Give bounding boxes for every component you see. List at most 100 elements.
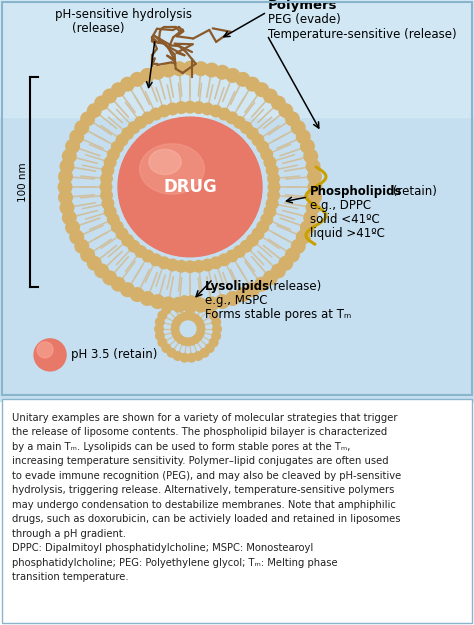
Circle shape <box>107 148 120 161</box>
Circle shape <box>111 277 126 292</box>
Circle shape <box>121 234 134 247</box>
Circle shape <box>62 149 77 164</box>
Circle shape <box>104 205 117 218</box>
Text: phosphatidylcholine; PEG: Polyethylene glycol; Tₘ: Melting phase: phosphatidylcholine; PEG: Polyethylene g… <box>12 558 337 568</box>
Ellipse shape <box>140 144 204 194</box>
Circle shape <box>94 263 109 278</box>
Circle shape <box>58 169 73 184</box>
Circle shape <box>291 239 306 254</box>
Circle shape <box>303 149 318 164</box>
Circle shape <box>191 314 200 323</box>
Circle shape <box>191 335 200 344</box>
Circle shape <box>193 351 203 361</box>
Circle shape <box>205 304 215 314</box>
Circle shape <box>161 304 171 314</box>
Circle shape <box>205 343 215 353</box>
Text: (retain): (retain) <box>389 186 437 199</box>
Circle shape <box>296 229 311 244</box>
Circle shape <box>62 210 77 225</box>
Circle shape <box>235 287 250 302</box>
Circle shape <box>212 324 222 334</box>
Circle shape <box>303 210 318 225</box>
Circle shape <box>116 228 128 241</box>
Circle shape <box>264 205 276 218</box>
Circle shape <box>215 65 230 80</box>
Circle shape <box>225 291 240 306</box>
Circle shape <box>194 317 203 326</box>
Circle shape <box>183 260 197 273</box>
Circle shape <box>121 127 134 140</box>
Circle shape <box>150 65 165 80</box>
Circle shape <box>69 129 84 144</box>
Circle shape <box>74 120 89 135</box>
Circle shape <box>102 271 117 286</box>
Text: through a pH gradient.: through a pH gradient. <box>12 529 126 539</box>
Text: increasing temperature sensitivity. Polymer–lipid conjugates are often used: increasing temperature sensitivity. Poly… <box>12 456 389 466</box>
Circle shape <box>180 312 189 321</box>
Text: Polymers: Polymers <box>268 0 337 12</box>
Circle shape <box>218 253 231 266</box>
Circle shape <box>134 245 147 258</box>
Circle shape <box>171 328 180 338</box>
Circle shape <box>107 213 120 226</box>
Circle shape <box>171 321 180 329</box>
Circle shape <box>173 317 182 326</box>
Circle shape <box>59 159 74 174</box>
Circle shape <box>87 256 102 271</box>
Circle shape <box>267 181 281 194</box>
Circle shape <box>201 259 214 271</box>
Text: Phospholipids: Phospholipids <box>310 186 402 199</box>
Circle shape <box>69 229 84 244</box>
Circle shape <box>120 282 135 298</box>
Text: pH-sensitive hydrolysis: pH-sensitive hydrolysis <box>55 9 192 21</box>
Circle shape <box>194 332 203 341</box>
Text: DPPC: Dipalmitoyl phosphatidylcholine; MSPC: Monostearoyl: DPPC: Dipalmitoyl phosphatidylcholine; M… <box>12 543 313 553</box>
Text: by a main Tₘ. Lysolipids can be used to form stable pores at the Tₘ,: by a main Tₘ. Lysolipids can be used to … <box>12 442 350 452</box>
Circle shape <box>161 343 171 353</box>
Circle shape <box>201 102 214 116</box>
Circle shape <box>296 129 311 144</box>
Circle shape <box>211 317 221 327</box>
Text: Unitary examples are shown for a variety of molecular strategies that trigger: Unitary examples are shown for a variety… <box>12 413 398 423</box>
Circle shape <box>233 245 246 258</box>
Circle shape <box>154 324 164 334</box>
Circle shape <box>171 324 180 333</box>
Circle shape <box>173 297 183 307</box>
Text: liquid >41ºC: liquid >41ºC <box>310 228 385 241</box>
Circle shape <box>226 249 238 262</box>
Circle shape <box>104 156 117 169</box>
Circle shape <box>180 295 190 305</box>
Circle shape <box>100 172 113 185</box>
Circle shape <box>65 220 80 235</box>
Circle shape <box>186 295 197 305</box>
Text: DRUG: DRUG <box>163 178 217 196</box>
Circle shape <box>176 314 185 323</box>
Circle shape <box>166 259 179 271</box>
Circle shape <box>182 298 198 313</box>
Circle shape <box>157 256 171 269</box>
Circle shape <box>128 240 140 252</box>
Circle shape <box>278 256 293 271</box>
Circle shape <box>134 116 147 129</box>
Circle shape <box>226 111 238 124</box>
Circle shape <box>196 328 205 338</box>
Text: 100 nm: 100 nm <box>18 162 28 202</box>
Circle shape <box>157 104 171 118</box>
Circle shape <box>265 164 279 177</box>
Text: e.g., DPPC: e.g., DPPC <box>310 199 371 212</box>
Text: (release): (release) <box>72 22 125 36</box>
Circle shape <box>260 148 273 161</box>
Circle shape <box>74 239 89 254</box>
Circle shape <box>128 121 140 134</box>
Circle shape <box>80 111 95 126</box>
Circle shape <box>210 104 222 118</box>
Circle shape <box>87 103 102 118</box>
Circle shape <box>246 234 259 247</box>
Circle shape <box>267 189 280 202</box>
Bar <box>0 0 474 117</box>
Circle shape <box>37 342 53 358</box>
Circle shape <box>251 134 264 146</box>
Circle shape <box>101 197 114 210</box>
Circle shape <box>183 338 192 346</box>
Text: drugs, such as doxorubicin, can be activiely loaded and retained in liposomes: drugs, such as doxorubicin, can be activ… <box>12 514 401 524</box>
